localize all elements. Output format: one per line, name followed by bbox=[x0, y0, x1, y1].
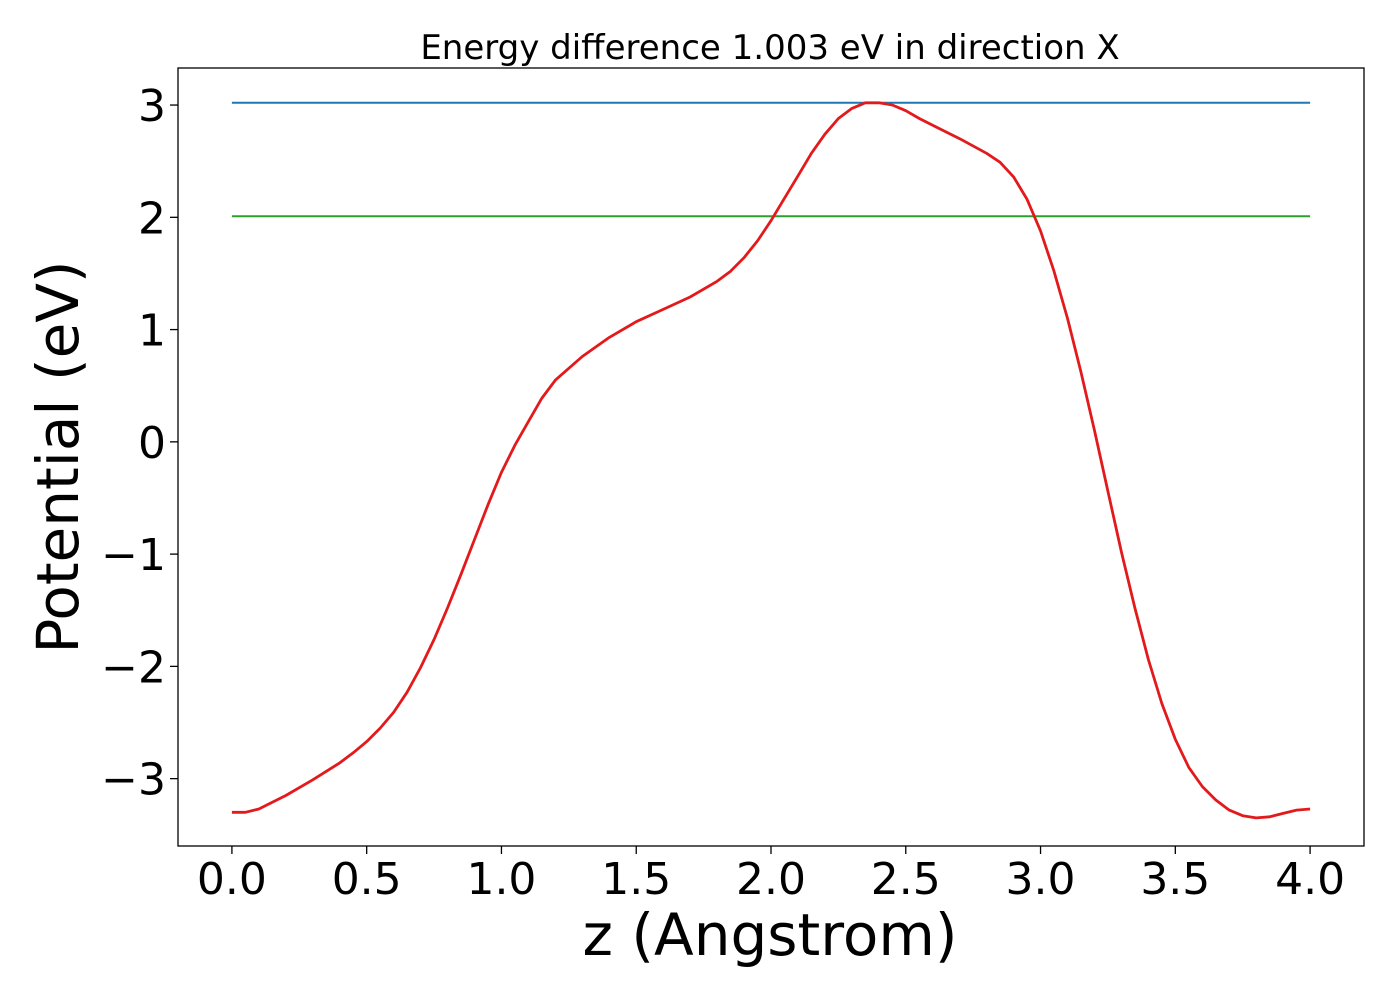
y-tick-label-4: 1 bbox=[138, 306, 166, 357]
x-tick-label-5: 2.5 bbox=[871, 854, 941, 905]
x-axis-label: z (Angstrom) bbox=[583, 901, 958, 969]
x-tick-label-2: 1.0 bbox=[466, 854, 536, 905]
plot-frame bbox=[177, 67, 1365, 847]
chart-title: Energy difference 1.003 eV in direction … bbox=[420, 28, 1119, 68]
x-tick-label-4: 2.0 bbox=[736, 854, 806, 905]
series-layer bbox=[231, 101, 1311, 820]
x-axis-ticks: 0.0 0.5 1.0 1.5 2.0 2.5 3.0 3.5 4.0 bbox=[197, 846, 1345, 905]
y-axis-ticks: −3 −2 −1 0 1 2 3 bbox=[101, 81, 178, 806]
y-axis-label: Potential (eV) bbox=[24, 260, 92, 653]
y-tick-label-6: 3 bbox=[138, 81, 166, 132]
x-tick-label-1: 0.5 bbox=[332, 854, 402, 905]
y-tick-label-5: 2 bbox=[138, 193, 166, 244]
x-tick-label-3: 1.5 bbox=[601, 854, 671, 905]
x-tick-label-6: 3.0 bbox=[1006, 854, 1076, 905]
y-tick-label-3: 0 bbox=[138, 418, 166, 469]
y-tick-label-0: −3 bbox=[101, 755, 166, 806]
y-tick-label-2: −1 bbox=[101, 530, 166, 581]
y-tick-label-1: −2 bbox=[101, 642, 166, 693]
series-line-2 bbox=[231, 101, 1311, 820]
x-tick-label-7: 3.5 bbox=[1140, 854, 1210, 905]
x-tick-label-0: 0.0 bbox=[197, 854, 267, 905]
x-tick-label-8: 4.0 bbox=[1275, 854, 1345, 905]
